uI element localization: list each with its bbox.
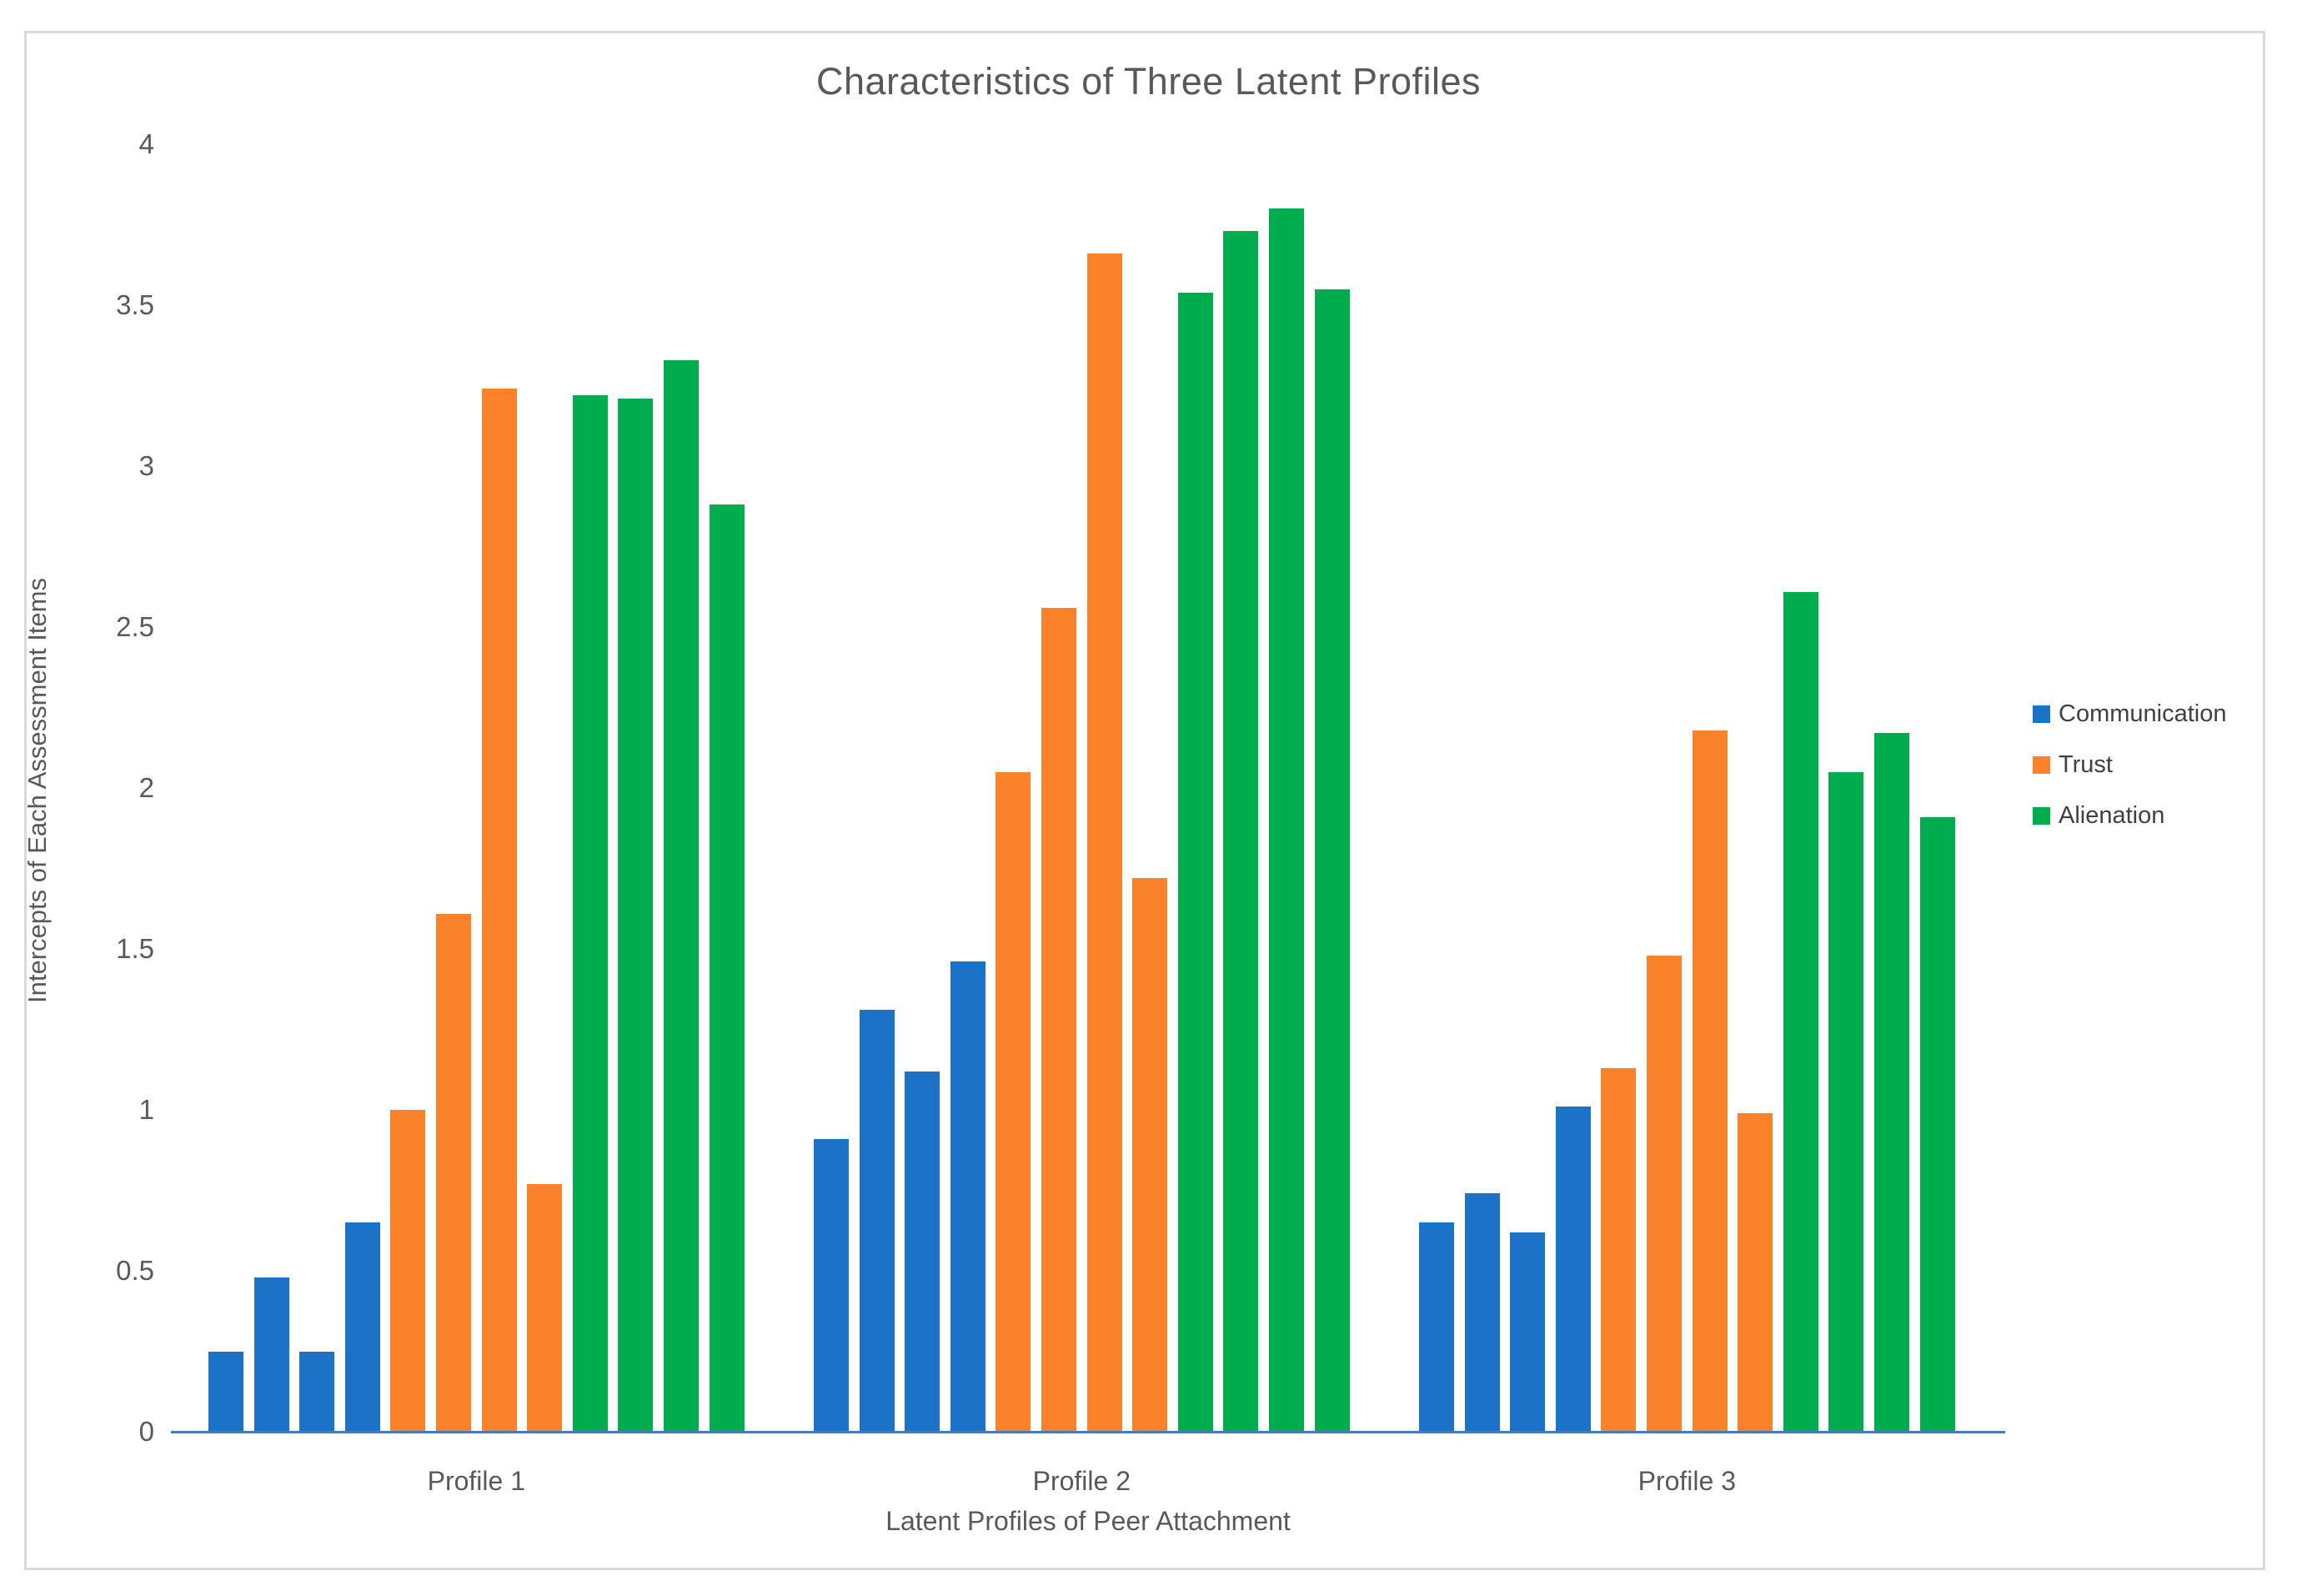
bar-profile2-alienation-3: [1269, 208, 1304, 1432]
bar-profile3-communication-4: [1555, 1107, 1591, 1432]
legend-label-alienation: Alienation: [2059, 801, 2165, 829]
bar-profile2-trust-4: [1132, 878, 1168, 1432]
y-tick-label-2: 2: [138, 772, 154, 803]
legend-item-alienation: Alienation: [2033, 799, 2226, 832]
bar-profile3-trust-4: [1738, 1112, 1773, 1432]
bar-profile2-trust-3: [1086, 253, 1122, 1432]
bar-profile3-trust-2: [1647, 955, 1682, 1432]
bar-profile1-communication-1: [208, 1351, 243, 1432]
bar-profile3-communication-3: [1510, 1232, 1546, 1432]
legend-swatch-alienation-icon: [2033, 806, 2050, 825]
bar-profile2-communication-3: [905, 1071, 940, 1432]
bar-profile3-communication-2: [1464, 1193, 1500, 1432]
bar-profile2-communication-1: [814, 1138, 849, 1432]
y-tick-label-1: 1: [138, 1094, 154, 1125]
x-axis-title: Latent Profiles of Peer Attachment: [885, 1506, 1291, 1536]
bar-profile3-alienation-4: [1919, 816, 1955, 1432]
bar-profile2-alienation-4: [1314, 289, 1350, 1432]
y-tick-label-4: 4: [138, 128, 154, 159]
legend-label-communication: Communication: [2059, 700, 2227, 727]
y-tick-label-2.5: 2.5: [116, 611, 154, 642]
bar-profile3-alienation-2: [1828, 771, 1864, 1432]
bar-profile2-alienation-2: [1223, 231, 1259, 1432]
bar-profile1-alienation-2: [618, 398, 654, 1432]
x-axis-line: [171, 1431, 2005, 1433]
y-tick-label-3: 3: [138, 450, 154, 481]
bar-profile1-alienation-1: [572, 395, 608, 1432]
bar-profile3-communication-1: [1419, 1222, 1454, 1432]
y-tick-label-3.5: 3.5: [116, 289, 154, 320]
legend-swatch-trust-icon: [2033, 755, 2050, 774]
y-tick-label-0.5: 0.5: [116, 1255, 154, 1286]
bar-profile3-trust-3: [1692, 730, 1728, 1432]
legend-label-trust: Trust: [2059, 750, 2113, 778]
bar-profile2-communication-4: [950, 961, 986, 1432]
bar-profile2-alienation-1: [1177, 292, 1213, 1432]
bar-profile3-alienation-3: [1874, 733, 1909, 1432]
bar-profile1-trust-4: [527, 1183, 563, 1432]
bar-profile3-alienation-1: [1783, 591, 1818, 1432]
x-category-label-2: Profile 2: [1032, 1466, 1131, 1496]
bar-profile1-trust-1: [390, 1110, 426, 1432]
bar-profile1-communication-4: [344, 1222, 380, 1432]
bar-profile1-alienation-3: [664, 359, 699, 1432]
legend-swatch-communication-icon: [2033, 705, 2050, 723]
legend-item-communication: Communication: [2033, 697, 2226, 730]
legend-item-trust: Trust: [2033, 748, 2226, 781]
chart-title: Characteristics of Three Latent Profiles: [815, 60, 1482, 103]
x-category-label-1: Profile 1: [427, 1466, 525, 1496]
y-tick-label-0: 0: [138, 1416, 154, 1447]
bar-profile1-trust-2: [436, 913, 471, 1432]
bar-profile1-communication-3: [299, 1351, 335, 1432]
y-axis-title: Intercepts of Each Assessment Items: [23, 578, 52, 1004]
bar-profile1-alienation-4: [709, 504, 745, 1432]
bar-profile1-trust-3: [481, 389, 517, 1432]
x-category-label-3: Profile 3: [1637, 1466, 1736, 1496]
bar-profile2-communication-2: [859, 1010, 895, 1432]
bar-profile3-trust-1: [1601, 1067, 1637, 1432]
bar-profile1-communication-2: [253, 1277, 289, 1432]
y-tick-label-1.5: 1.5: [116, 933, 154, 964]
legend: Communication Trust Alienation: [2033, 697, 2226, 850]
bar-profile2-trust-1: [996, 771, 1031, 1432]
bar-profile2-trust-2: [1041, 607, 1076, 1432]
